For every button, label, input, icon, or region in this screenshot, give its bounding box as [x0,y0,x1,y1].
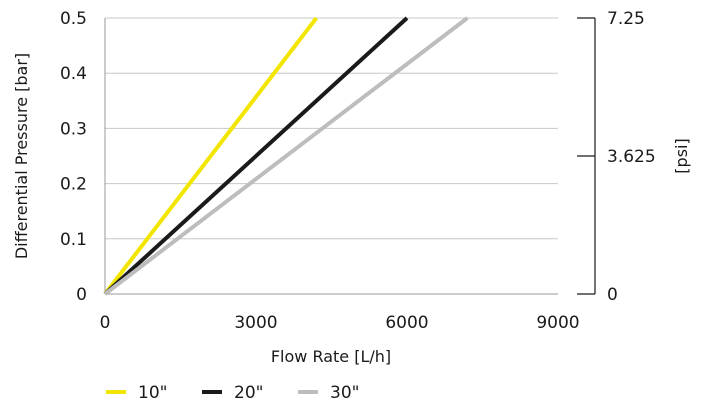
legend-label: 30" [330,383,359,403]
y-tick-label: 0.5 [60,9,87,29]
axes [104,17,596,295]
tick-labels: 0 0.1 0.2 0.3 0.4 0.5 0 3000 6000 9000 0 3.625 7.25 [60,9,656,333]
y-tick-label: 0.3 [60,119,87,139]
x-tick-label: 6000 [385,313,428,333]
series-line [103,16,469,296]
x-tick-label: 0 [100,313,111,333]
right-y-tick-label: 7.25 [607,9,645,29]
series-line [103,16,409,296]
right-y-axis-label: [psi] [672,138,691,173]
x-tick-label: 3000 [234,313,277,333]
y-axis-label: Differential Pressure [bar] [12,53,31,259]
right-y-tick-label: 3.625 [607,147,656,167]
legend: 10" 20" 30" [106,383,359,403]
y-tick-label: 0.1 [60,230,87,250]
legend-label: 20" [234,383,263,403]
y-tick-label: 0 [76,285,87,305]
right-y-tick-label: 0 [607,285,618,305]
y-tick-label: 0.4 [60,64,87,84]
grid-lines [105,17,558,295]
series-lines [103,16,469,296]
x-axis-label: Flow Rate [L/h] [271,347,391,366]
x-tick-label: 9000 [536,313,579,333]
series-line [103,16,318,296]
legend-label: 10" [138,383,167,403]
y-tick-label: 0.2 [60,175,87,195]
